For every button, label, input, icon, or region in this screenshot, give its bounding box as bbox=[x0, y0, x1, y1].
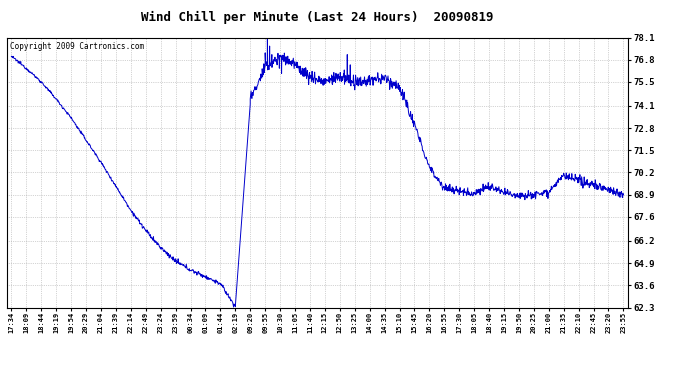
Text: Wind Chill per Minute (Last 24 Hours)  20090819: Wind Chill per Minute (Last 24 Hours) 20… bbox=[141, 11, 493, 24]
Text: Copyright 2009 Cartronics.com: Copyright 2009 Cartronics.com bbox=[10, 42, 144, 51]
